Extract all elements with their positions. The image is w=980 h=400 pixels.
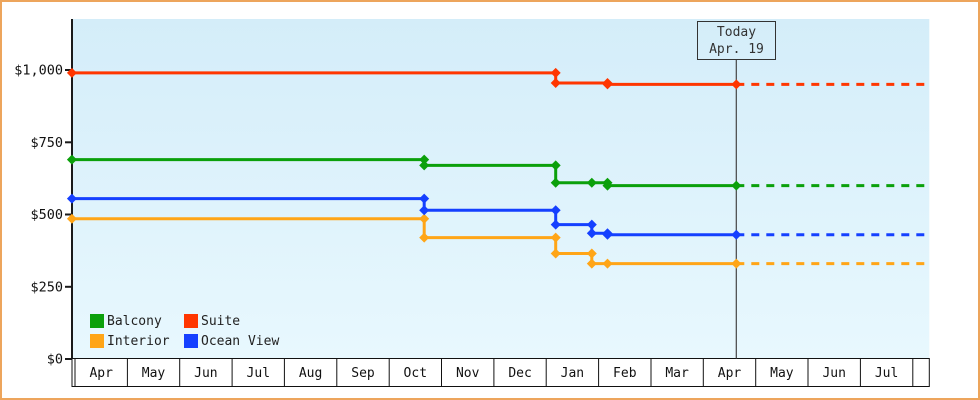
series-line-suite: [71, 71, 737, 86]
data-point-marker: [66, 193, 77, 204]
x-axis-label: Feb: [613, 366, 637, 381]
data-point-marker: [419, 154, 430, 165]
data-point-marker: [419, 213, 430, 224]
data-point-marker: [586, 258, 597, 269]
x-axis: Apr May Jun Jul Aug Sep Oct Nov Dec Jan Feb Mar Apr M…: [71, 358, 930, 387]
plot-background: [73, 19, 930, 359]
data-point-marker: [550, 67, 561, 78]
legend-item-interior: Interior: [90, 333, 184, 349]
x-axis-label: Jun: [194, 366, 217, 381]
data-point-marker: [602, 229, 613, 240]
series-markers-balcony: [66, 154, 742, 191]
series-markers-interior: [66, 213, 742, 269]
y-axis: $0 $250 $500 $750 $1,000: [14, 19, 73, 368]
y-axis-label: $500: [30, 207, 63, 223]
data-point-marker: [602, 258, 613, 269]
x-axis-label: Apr: [89, 366, 113, 381]
data-point-marker: [602, 79, 613, 90]
today-date: Apr. 19: [709, 42, 764, 57]
today-label: Today: [716, 25, 757, 40]
x-axis-label: Nov: [456, 366, 480, 381]
data-point-marker: [550, 248, 561, 259]
legend-swatch-icon: [90, 314, 104, 328]
data-point-marker: [586, 248, 597, 259]
x-axis-label: Aug: [299, 366, 322, 381]
x-axis-label: Jul: [247, 366, 270, 381]
data-point-marker: [550, 160, 561, 171]
x-axis-label: Dec: [508, 366, 531, 381]
data-point-marker: [66, 154, 77, 165]
series-markers-suite: [66, 67, 742, 90]
legend: Balcony Suite Interior Ocean View: [90, 313, 280, 349]
y-axis-label: $250: [30, 279, 63, 295]
data-point-marker: [419, 160, 430, 171]
data-point-marker: [586, 219, 597, 230]
data-point-marker: [550, 219, 561, 230]
legend-label: Ocean View: [201, 333, 280, 349]
data-point-marker: [550, 205, 561, 216]
series-markers-ocean-view: [66, 193, 742, 240]
legend-item-suite: Suite: [184, 313, 279, 329]
data-point-marker: [419, 205, 430, 216]
data-point-marker: [586, 177, 597, 188]
data-point-marker: [731, 180, 742, 191]
legend-swatch-icon: [184, 314, 198, 328]
data-point-marker: [66, 213, 77, 224]
data-point-marker: [419, 193, 430, 204]
legend-label: Interior: [107, 333, 170, 349]
data-point-marker: [602, 180, 613, 191]
legend-item-ocean-view: Ocean View: [184, 333, 280, 349]
data-point-marker: [731, 258, 742, 269]
data-point-marker: [419, 232, 430, 243]
data-point-marker: [731, 229, 742, 240]
data-point-marker: [586, 228, 597, 239]
data-point-marker: [550, 78, 561, 88]
legend-swatch-icon: [184, 334, 198, 348]
today-marker-label: Today Apr. 19: [697, 21, 776, 60]
y-axis-label: $750: [30, 135, 63, 151]
data-point-marker: [66, 67, 77, 78]
y-axis-label: $1,000: [14, 63, 63, 79]
x-axis-label: Sep: [351, 366, 375, 381]
x-axis-label: Jun: [822, 366, 845, 381]
x-axis-label: Jan: [561, 366, 584, 381]
x-axis-label: Oct: [404, 366, 427, 381]
legend-swatch-icon: [90, 334, 104, 348]
data-point-marker: [550, 177, 561, 188]
legend-label: Suite: [201, 313, 241, 329]
legend-label: Balcony: [107, 313, 162, 329]
x-axis-label: May: [770, 366, 794, 381]
data-point-marker: [550, 232, 561, 243]
x-axis-label: Apr: [718, 366, 742, 381]
legend-item-balcony: Balcony: [90, 313, 184, 329]
x-axis-label: Mar: [665, 366, 689, 381]
x-axis-label: May: [142, 366, 166, 381]
y-axis-label: $0: [47, 352, 63, 368]
data-point-marker: [731, 79, 742, 90]
x-axis-label: Jul: [875, 366, 898, 381]
